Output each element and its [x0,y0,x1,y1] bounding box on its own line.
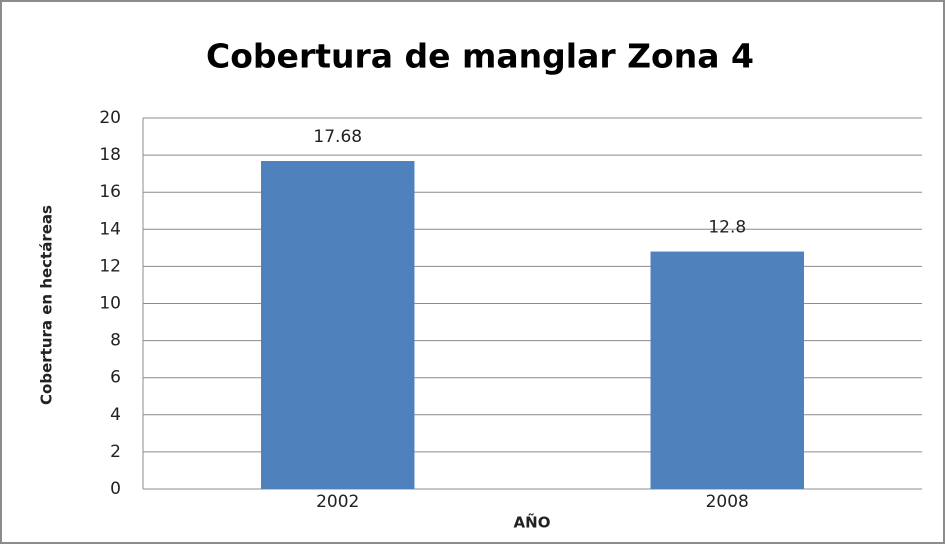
y-tick-label: 4 [110,405,121,425]
y-tick-label: 2 [110,442,121,462]
data-label: 17.68 [313,127,362,147]
bar [261,161,415,489]
y-tick-label: 14 [99,219,121,239]
y-tick-label: 20 [99,108,121,128]
y-tick-label: 0 [110,479,121,499]
y-axis-label: Cobertura en hectáreas [38,205,56,405]
y-tick-label: 18 [99,145,121,165]
y-tick-label: 10 [99,294,121,314]
y-tick-label: 12 [99,256,121,276]
y-tick-label: 6 [110,368,121,388]
data-label: 12.8 [708,218,746,238]
bar [650,251,804,489]
y-tick-label: 8 [110,331,121,351]
chart-title: Cobertura de manglar Zona 4 [206,37,754,76]
y-tick-label: 16 [99,182,121,202]
x-axis-label: AÑO [514,513,551,532]
x-tick-label: 2002 [316,492,359,512]
x-tick-label: 2008 [706,492,749,512]
